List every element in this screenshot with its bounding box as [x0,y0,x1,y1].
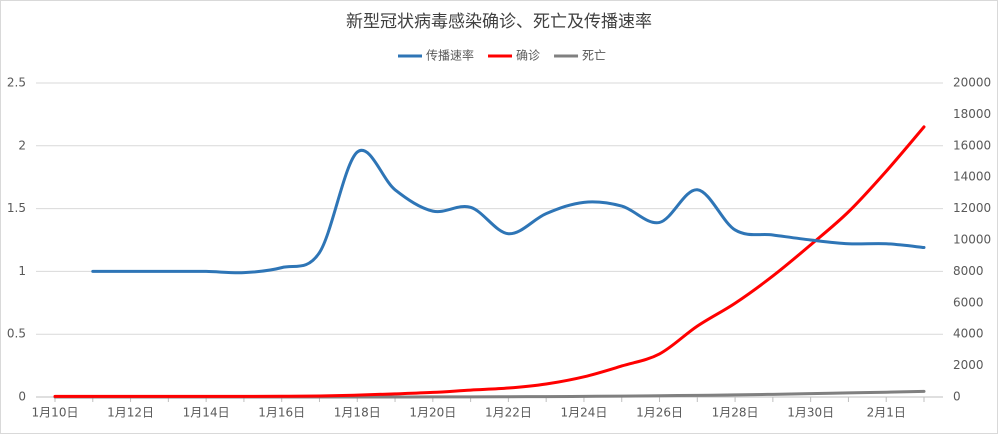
x-tick-label: 1月24日 [561,406,608,420]
series-line [53,125,926,398]
legend-label: 传播速率 [426,48,474,63]
x-tick-label: 1月12日 [107,406,154,420]
y2-tick-label: 14000 [953,170,991,184]
legend-label: 确诊 [516,49,540,63]
chart-title: 新型冠状病毒感染确诊、死亡及传播速率 [346,12,652,32]
x-tick-label: 1月26日 [636,406,683,420]
y2-tick-label: 12000 [953,201,991,215]
y2-tick-label: 2000 [953,358,984,372]
y-tick-label: 2.5 [7,76,26,90]
x-tick-label: 1月30日 [787,406,834,420]
y-tick-label: 0 [18,390,26,404]
series-line [91,148,926,275]
y2-tick-label: 18000 [953,107,991,121]
x-tick-label: 1月14日 [183,406,230,420]
x-tick-label: 1月20日 [409,406,456,420]
y-tick-label: 0.5 [7,327,26,341]
x-tick-label: 1月22日 [485,406,532,420]
legend-label: 死亡 [582,49,606,63]
x-tick-label: 1月16日 [258,406,305,420]
y2-tick-label: 0 [953,390,961,404]
y2-tick-label: 20000 [953,76,991,90]
y-tick-label: 2 [18,138,26,152]
y2-tick-label: 6000 [953,295,984,309]
y2-tick-label: 8000 [953,264,984,278]
y2-tick-label: 10000 [953,233,991,247]
x-tick-label: 1月18日 [334,406,381,420]
y-tick-label: 1.5 [7,201,26,215]
x-tick-label: 1月10日 [32,406,79,420]
y2-tick-label: 4000 [953,327,984,341]
y2-tick-label: 16000 [953,138,991,152]
x-tick-label: 1月28日 [712,406,759,420]
x-tick-label: 2月1日 [867,406,906,420]
y-tick-label: 1 [18,264,26,278]
